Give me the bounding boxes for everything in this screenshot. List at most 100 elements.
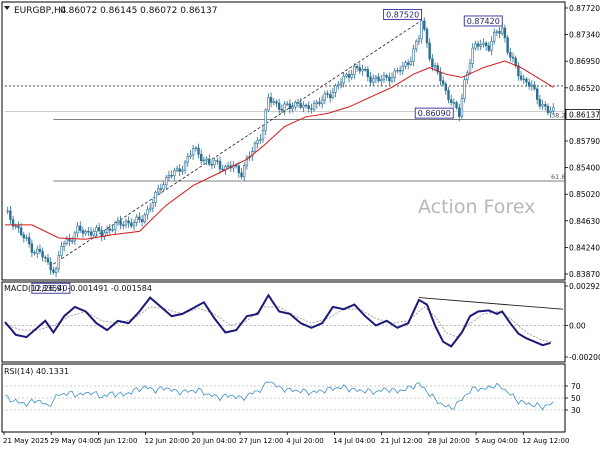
candle-body [159, 188, 163, 190]
candle-body [280, 108, 284, 111]
candle-body [339, 82, 343, 86]
candle-body [68, 238, 71, 242]
candle-body [89, 231, 93, 236]
candle-body [151, 202, 155, 209]
candle-body [490, 40, 493, 51]
candle-body [132, 222, 136, 227]
candle-body [275, 101, 278, 104]
price-axis-label: 0.83870 [569, 270, 600, 279]
candle-body [509, 52, 512, 58]
axis-labels: 0.87720 0.87340 0.86950 0.86520 0.86137 0.857… [3, 4, 600, 445]
candle-body [57, 255, 60, 270]
candle-body [398, 70, 402, 72]
time-axis-label: 14 Jul 04:00 [333, 437, 375, 445]
candle-body [111, 229, 114, 231]
candle-body [533, 84, 536, 90]
rsi-panel [2, 381, 565, 411]
rsi-label: RSI(14) 40.1331 [4, 367, 69, 376]
candle-body [433, 65, 437, 68]
candle-body [11, 219, 15, 227]
candle-body [522, 78, 525, 81]
candle-body [122, 224, 125, 227]
candle-body [183, 161, 187, 171]
candle-body [288, 103, 292, 110]
time-axis-label: 21 Jul 12:00 [381, 437, 423, 445]
candle-body [307, 105, 310, 109]
candle-body [216, 160, 219, 162]
macd-panel [2, 293, 565, 348]
candle-body [22, 234, 26, 239]
macd-axis-label: 0.002925 [569, 282, 600, 291]
candle-body [525, 78, 528, 83]
candle-body [447, 90, 450, 100]
candle-body [189, 154, 192, 157]
candle-body [304, 104, 308, 107]
moving-average-line [5, 60, 554, 240]
candle-body [14, 225, 17, 228]
candle-body [538, 99, 542, 107]
candle-body [487, 45, 491, 51]
candle-body [25, 237, 28, 239]
candle-body [243, 165, 246, 178]
candle-body [127, 220, 130, 224]
price-axis-label: 0.85020 [569, 190, 600, 199]
candle-body [355, 66, 359, 68]
time-axis-label: 5 Jun 12:00 [97, 437, 137, 445]
rsi-axis-label: 70 [571, 382, 581, 391]
candle-body [267, 97, 270, 111]
candle-body [105, 228, 109, 234]
candle-body [240, 172, 243, 178]
candle-body [530, 84, 534, 87]
ohlc-label: 0.86072 0.86145 0.86072 0.86137 [60, 6, 217, 16]
time-axis-label: 21 May 2025 [3, 437, 49, 445]
rsi-line [4, 381, 554, 411]
candle-body [331, 92, 335, 99]
candle-body [167, 175, 171, 178]
candle-body [44, 256, 47, 259]
candle-body [143, 214, 146, 223]
collapse-triangle-icon[interactable] [4, 6, 10, 10]
candle-body [84, 231, 87, 234]
candle-body [291, 106, 294, 110]
candle-body [549, 110, 552, 114]
candle-body [312, 103, 316, 110]
candle-body [428, 42, 431, 60]
candle-body [296, 102, 300, 104]
candle-body [468, 63, 472, 74]
candle-body [382, 75, 386, 81]
candle-body [546, 105, 550, 114]
candle-body [406, 62, 410, 65]
time-axis-label: 29 May 04:00 [50, 437, 98, 445]
candle-body [479, 44, 482, 47]
candle-body [87, 231, 90, 233]
candle-body [519, 75, 523, 80]
candle-body [535, 88, 539, 100]
price-axis-label: 0.87720 [569, 4, 600, 13]
annotation-label-0: 0.83540 [34, 284, 67, 293]
annotation-label-3: 0.86090 [418, 109, 451, 118]
candle-body [544, 104, 547, 107]
candle-body [175, 168, 179, 171]
candle-body [181, 169, 184, 172]
candle-body [49, 261, 52, 271]
candle-body [261, 130, 265, 140]
candle-body [95, 227, 98, 232]
candle-body [527, 81, 531, 87]
candle-body [70, 240, 74, 242]
candle-body [208, 158, 211, 165]
candle-body [6, 210, 9, 213]
candle-body [178, 168, 181, 172]
candle-body [226, 165, 230, 167]
candle-body [60, 246, 63, 256]
candle-body [455, 102, 458, 109]
annotation-label-1: 0.87520 [386, 10, 419, 19]
candle-body [76, 225, 79, 234]
macd-axis-label: -0.002002 [569, 353, 600, 362]
candle-body [358, 67, 361, 72]
candle-body [439, 71, 442, 82]
candle-body [30, 243, 34, 253]
candle-body [52, 269, 55, 273]
candle-body [388, 76, 391, 82]
candle-body [369, 76, 372, 83]
